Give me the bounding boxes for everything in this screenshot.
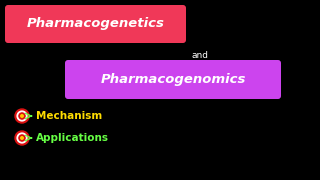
FancyBboxPatch shape <box>65 60 281 99</box>
Text: Mechanism: Mechanism <box>36 111 102 121</box>
Circle shape <box>21 115 23 117</box>
Circle shape <box>19 135 25 141</box>
Circle shape <box>17 133 27 143</box>
Text: and: and <box>191 51 209 60</box>
Text: Applications: Applications <box>36 133 109 143</box>
Circle shape <box>19 113 25 119</box>
FancyBboxPatch shape <box>5 5 186 43</box>
Text: Pharmacogenomics: Pharmacogenomics <box>100 73 246 86</box>
Circle shape <box>21 137 23 139</box>
Text: Pharmacogenetics: Pharmacogenetics <box>27 17 164 30</box>
Circle shape <box>17 111 27 121</box>
Circle shape <box>15 131 29 145</box>
Circle shape <box>15 109 29 123</box>
